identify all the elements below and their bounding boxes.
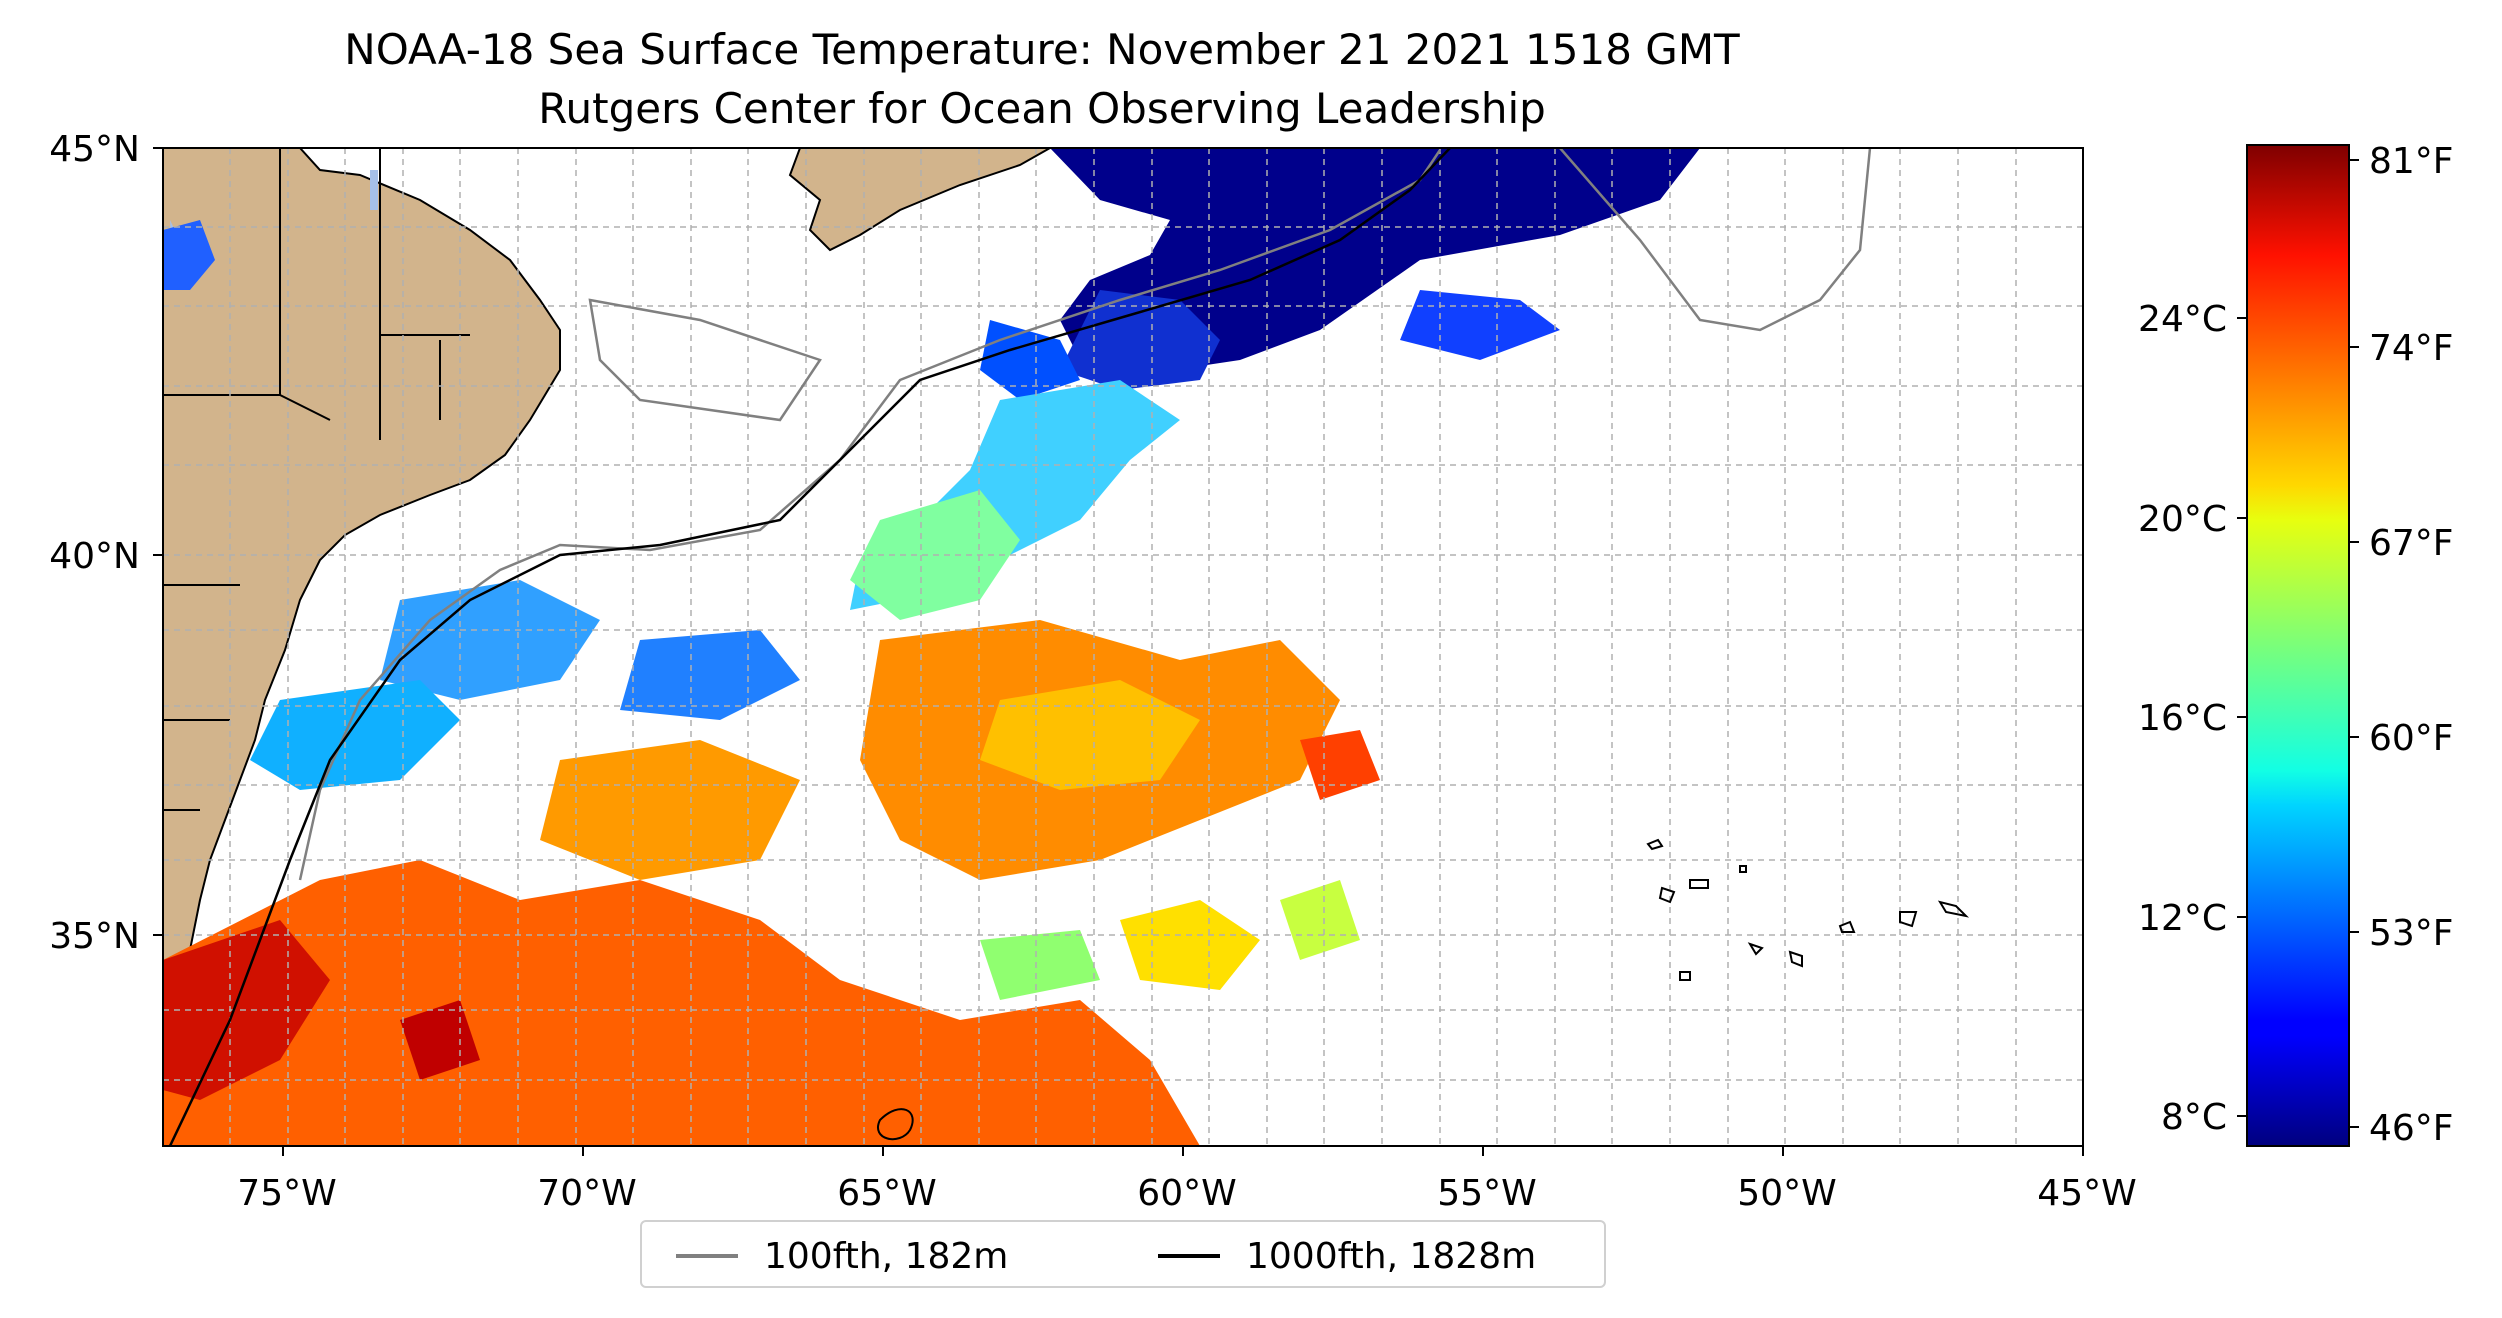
colorbar-c-label-20: 20°C xyxy=(2138,499,2227,540)
colorbar-f-label-67: 67°F xyxy=(2369,523,2454,564)
colorbar-c-label-8: 8°C xyxy=(2161,1097,2227,1138)
land-mass xyxy=(788,148,1053,252)
colorbar-f-label-74: 74°F xyxy=(2369,328,2454,369)
colorbar-c-label-16: 16°C xyxy=(2138,698,2227,739)
legend-item-1000fth: 1000fth, 1828m xyxy=(1158,1232,1536,1280)
colorbar-f-label-53: 53°F xyxy=(2369,913,2454,954)
colorbar-f-label-81: 81°F xyxy=(2369,141,2454,182)
colorbar-ticks xyxy=(2237,159,2359,1128)
colorbar-f-label-46: 46°F xyxy=(2369,1108,2454,1149)
lat-label-45: 45°N xyxy=(49,129,140,170)
lon-label-65: 65°W xyxy=(837,1173,936,1214)
state-boundaries xyxy=(163,148,470,811)
lon-label-45: 45°W xyxy=(2037,1173,2136,1214)
chart-subtitle: Rutgers Center for Ocean Observing Leade… xyxy=(538,84,1546,133)
lon-ticks xyxy=(282,1146,2084,1156)
colorbar xyxy=(2246,144,2350,1147)
legend-label: 100fth, 182m xyxy=(764,1235,1009,1277)
colorbar-c-label-12: 12°C xyxy=(2138,898,2227,939)
map-plot-area xyxy=(163,148,2083,1146)
lon-label-70: 70°W xyxy=(537,1173,636,1214)
colorbar-c-label-24: 24°C xyxy=(2138,299,2227,340)
isobath-100fth xyxy=(298,148,1872,881)
gridlines xyxy=(163,148,2083,1146)
land-mass xyxy=(163,148,561,1022)
lat-label-35: 35°N xyxy=(49,916,140,957)
colorbar-f-label-60: 60°F xyxy=(2369,718,2454,759)
lon-label-60: 60°W xyxy=(1137,1173,1236,1214)
lat-ticks xyxy=(153,147,163,936)
isobath-1000fth xyxy=(168,148,1451,1146)
legend-item-100fth: 100fth, 182m xyxy=(676,1232,1008,1280)
lat-label-40: 40°N xyxy=(49,536,140,577)
seamounts xyxy=(877,838,1970,1140)
legend-swatch-gray xyxy=(676,1254,738,1258)
legend-swatch-black xyxy=(1158,1254,1220,1258)
legend-label: 1000fth, 1828m xyxy=(1246,1235,1537,1277)
lon-label-75: 75°W xyxy=(237,1173,336,1214)
sst-data-cold xyxy=(1050,148,1700,375)
lon-label-55: 55°W xyxy=(1437,1173,1536,1214)
chart-title: NOAA-18 Sea Surface Temperature: Novembe… xyxy=(344,25,1740,74)
legend: 100fth, 182m 1000fth, 1828m xyxy=(640,1220,1606,1288)
map-frame xyxy=(162,147,2084,1147)
lon-label-50: 50°W xyxy=(1737,1173,1836,1214)
